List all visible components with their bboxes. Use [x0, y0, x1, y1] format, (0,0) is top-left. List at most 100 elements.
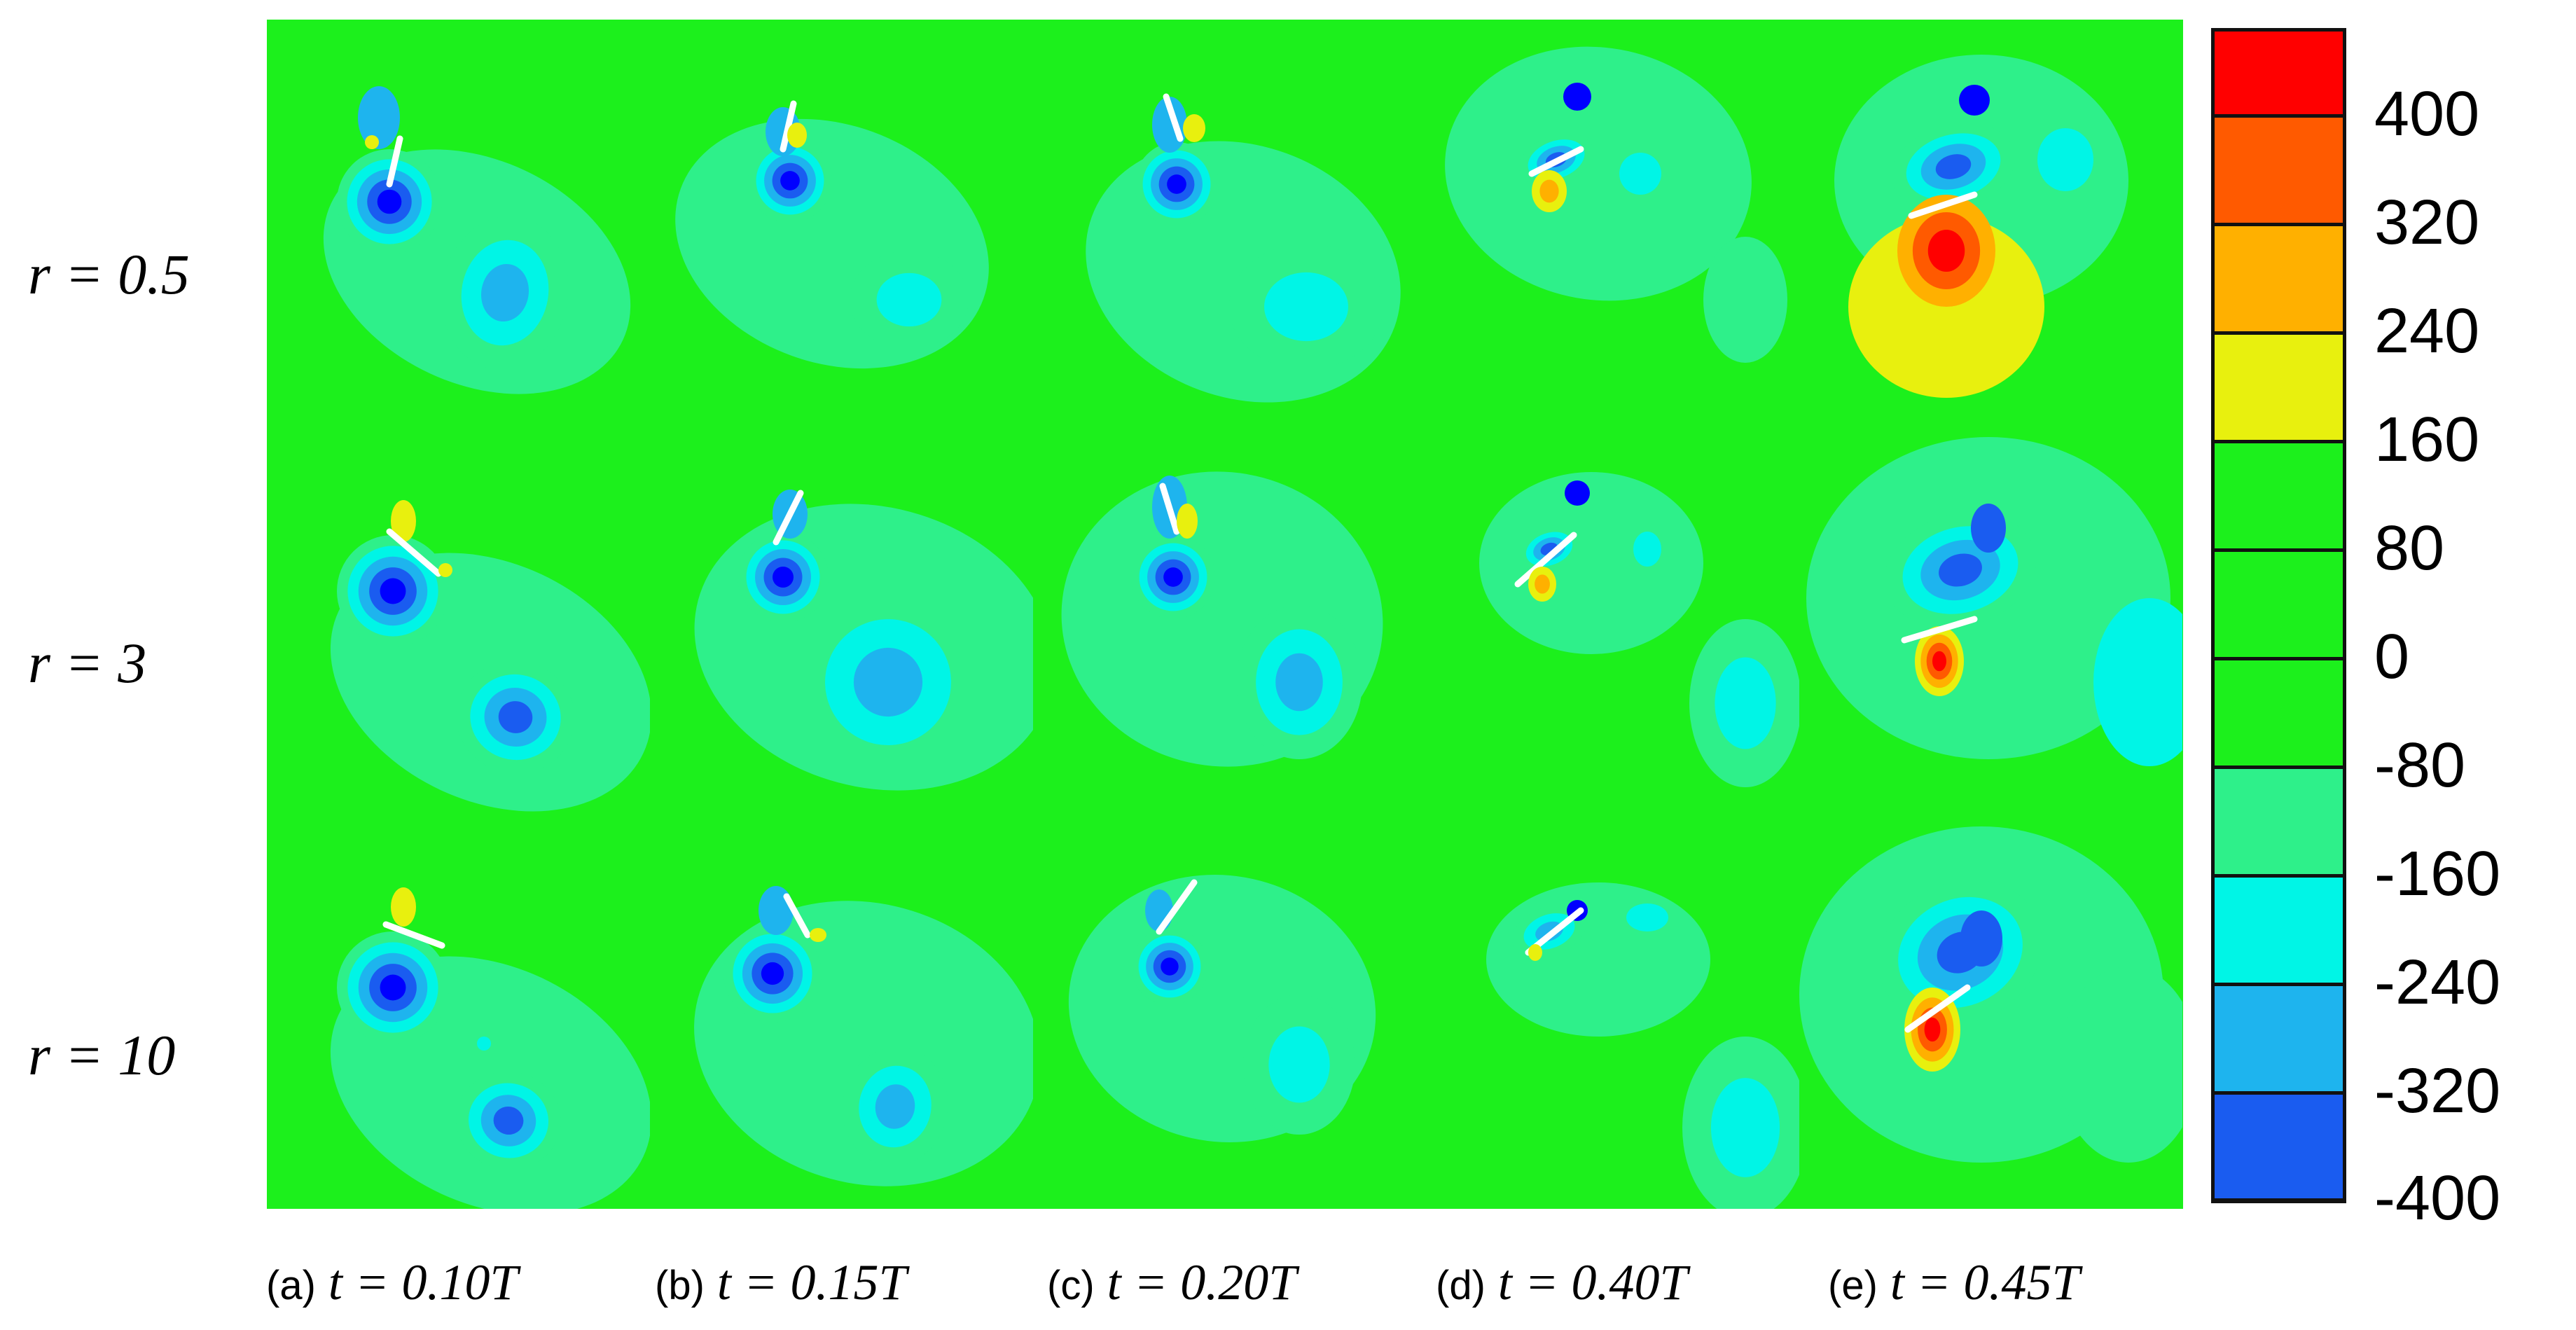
contour-panel-r1-c5	[1799, 20, 2182, 416]
colorbar-tick-label: 320	[2374, 188, 2480, 258]
vortex-contour	[391, 887, 416, 927]
vortex-contour	[1539, 179, 1559, 203]
contour-plot	[267, 20, 650, 416]
vortex-contour	[1927, 230, 1965, 272]
vortex-contour	[1167, 174, 1186, 194]
colorbar	[2211, 28, 2346, 1203]
colorbar-boundary	[2215, 1198, 2343, 1202]
vortex-contour	[810, 928, 826, 942]
plate-wing	[1156, 879, 1198, 935]
colorbar-band	[2215, 333, 2343, 441]
vortex-contour	[477, 1037, 491, 1051]
caption-d-tag: (d)	[1436, 1263, 1486, 1308]
plate-wing	[1528, 146, 1584, 177]
caption-d: (d) t = 0.40T	[1436, 1254, 1688, 1312]
colorbar-tick-label: -80	[2374, 730, 2466, 801]
vortex-contour	[853, 647, 923, 717]
vortex-contour	[773, 567, 794, 588]
caption-e: (e) t = 0.45T	[1828, 1254, 2080, 1312]
contour-panel-r3-c5	[1799, 812, 2182, 1209]
vortex-contour	[1563, 83, 1591, 111]
vortex-contour	[1275, 653, 1323, 712]
caption-a-tag: (a)	[266, 1263, 316, 1308]
colorbar-tick-label: 240	[2374, 296, 2480, 366]
colorbar-band	[2215, 32, 2343, 116]
colorbar-band	[2215, 116, 2343, 224]
contour-plot	[650, 812, 1033, 1209]
contour-plot	[1033, 416, 1416, 812]
vortex-contour	[391, 500, 416, 542]
contour-panel-r1-c2	[650, 20, 1033, 416]
caption-c-tag: (c)	[1047, 1263, 1095, 1308]
caption-e-time: t = 0.45T	[1890, 1254, 2080, 1310]
colorbar-tick-label: -320	[2374, 1056, 2501, 1126]
contour-panel-r1-c4	[1416, 20, 1799, 416]
plate-wing	[1908, 191, 1978, 219]
vortex-contour	[1264, 272, 1348, 342]
vortex-contour	[761, 962, 784, 985]
vortex-contour	[498, 701, 533, 733]
caption-a-time: t = 0.10T	[328, 1254, 518, 1310]
vortex-contour	[1177, 504, 1198, 539]
plate-wing	[1163, 93, 1184, 142]
colorbar-boundary	[2215, 983, 2343, 986]
colorbar-tick-label: -400	[2374, 1163, 2501, 1233]
colorbar-boundary	[2215, 1091, 2343, 1095]
colorbar-boundary	[2215, 331, 2343, 335]
plate-wing	[386, 135, 403, 188]
colorbar-band	[2215, 875, 2343, 984]
vortex-contour	[1715, 657, 1776, 749]
colorbar-band	[2215, 658, 2343, 767]
contour-plot	[650, 20, 1033, 416]
vortex-contour	[875, 1084, 915, 1129]
vortex-contour	[1619, 153, 1661, 195]
caption-d-time: t = 0.40T	[1497, 1254, 1688, 1310]
contour-panel-r2-c4	[1416, 416, 1799, 812]
caption-b-time: t = 0.15T	[716, 1254, 907, 1310]
vortex-contour	[358, 86, 400, 149]
vortex-contour	[1183, 114, 1205, 142]
plate-wing	[1904, 984, 1971, 1033]
colorbar-tick-label: 400	[2374, 79, 2480, 149]
vortex-contour	[780, 171, 800, 191]
row-label-r-3: r = 3	[28, 631, 147, 695]
colorbar-boundary	[2215, 766, 2343, 769]
caption-e-tag: (e)	[1828, 1263, 1878, 1308]
vortex-contour	[1163, 567, 1183, 587]
vortex-contour	[438, 563, 452, 577]
vortex-contour	[480, 263, 529, 322]
contour-panel-r1-c1	[267, 20, 650, 416]
vortex-contour	[380, 974, 406, 1001]
plate-wing	[1901, 616, 1978, 644]
colorbar-tick-label: -240	[2374, 948, 2501, 1018]
vortex-contour	[1161, 957, 1179, 976]
caption-c-time: t = 0.20T	[1107, 1254, 1297, 1310]
colorbar-boundary	[2215, 223, 2343, 226]
colorbar-band	[2215, 224, 2343, 333]
colorbar-tick-label: 0	[2374, 622, 2410, 692]
colorbar-band	[2215, 1093, 2343, 1200]
vortex-contour	[876, 272, 942, 327]
contour-panel-r3-c1	[267, 812, 650, 1209]
colorbar-band	[2215, 767, 2343, 875]
contour-plot	[1416, 812, 1799, 1209]
contour-plot	[1799, 416, 2182, 812]
vortex-contour	[1703, 237, 1787, 363]
colorbar-tick-label: -160	[2374, 839, 2501, 909]
plate-wing	[780, 100, 797, 153]
contour-panel-r3-c3	[1033, 812, 1416, 1209]
caption-c: (c) t = 0.20T	[1047, 1254, 1296, 1312]
colorbar-tick-label: 80	[2374, 513, 2445, 583]
vortex-contour	[1939, 553, 1982, 587]
vortex-contour	[1486, 882, 1710, 1037]
colorbar-boundary	[2215, 548, 2343, 552]
contour-plot	[267, 416, 650, 812]
vortex-contour	[1971, 504, 2006, 553]
vortex-contour	[1145, 889, 1173, 931]
vortex-contour	[1479, 472, 1703, 654]
contour-plot	[1416, 416, 1799, 812]
vortex-contour	[1535, 574, 1550, 594]
vortex-contour	[1565, 480, 1590, 506]
vortex-contour	[1935, 154, 1972, 179]
contour-panel-r2-c5	[1799, 416, 2182, 812]
